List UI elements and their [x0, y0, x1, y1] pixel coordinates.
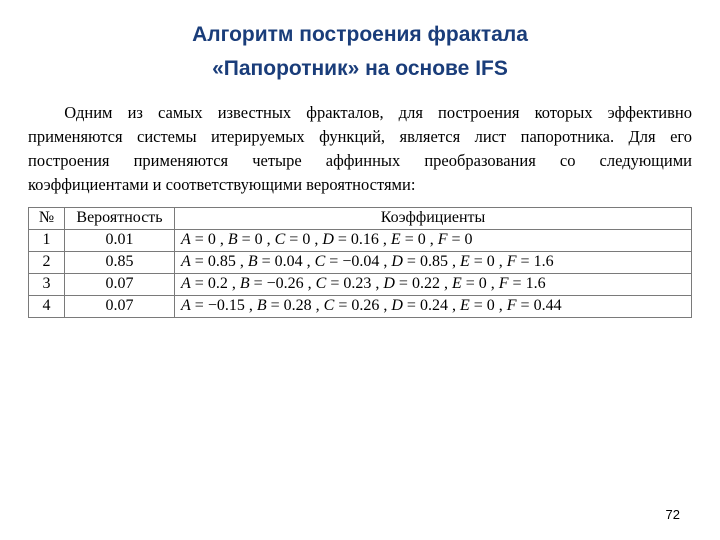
col-header-probability: Вероятность: [65, 207, 175, 229]
cell-n: 4: [29, 295, 65, 317]
intro-paragraph: Одним из самых известных фракталов, для …: [0, 95, 720, 205]
table-row: 3 0.07 A = 0.2 , B = −0.26 , C = 0.23 , …: [29, 273, 692, 295]
cell-p: 0.07: [65, 295, 175, 317]
table-row: 2 0.85 A = 0.85 , B = 0.04 , C = −0.04 ,…: [29, 251, 692, 273]
cell-coef: A = 0.85 , B = 0.04 , C = −0.04 , D = 0.…: [175, 251, 692, 273]
cell-p: 0.85: [65, 251, 175, 273]
cell-p: 0.01: [65, 229, 175, 251]
col-header-number: №: [29, 207, 65, 229]
title-line-1: Алгоритм построения фрактала: [0, 18, 720, 52]
coefficients-table: № Вероятность Коэффициенты 1 0.01 A = 0 …: [28, 207, 692, 318]
cell-coef: A = 0.2 , B = −0.26 , C = 0.23 , D = 0.2…: [175, 273, 692, 295]
page-number: 72: [666, 507, 680, 522]
col-header-coefficients: Коэффициенты: [175, 207, 692, 229]
slide-title: Алгоритм построения фрактала «Папоротник…: [0, 0, 720, 95]
table-row: 1 0.01 A = 0 , B = 0 , C = 0 , D = 0.16 …: [29, 229, 692, 251]
cell-coef: A = −0.15 , B = 0.28 , C = 0.26 , D = 0.…: [175, 295, 692, 317]
table-row: 4 0.07 A = −0.15 , B = 0.28 , C = 0.26 ,…: [29, 295, 692, 317]
cell-coef: A = 0 , B = 0 , C = 0 , D = 0.16 , E = 0…: [175, 229, 692, 251]
table-header-row: № Вероятность Коэффициенты: [29, 207, 692, 229]
cell-n: 2: [29, 251, 65, 273]
cell-n: 3: [29, 273, 65, 295]
cell-p: 0.07: [65, 273, 175, 295]
cell-n: 1: [29, 229, 65, 251]
title-line-2: «Папоротник» на основе IFS: [0, 52, 720, 86]
